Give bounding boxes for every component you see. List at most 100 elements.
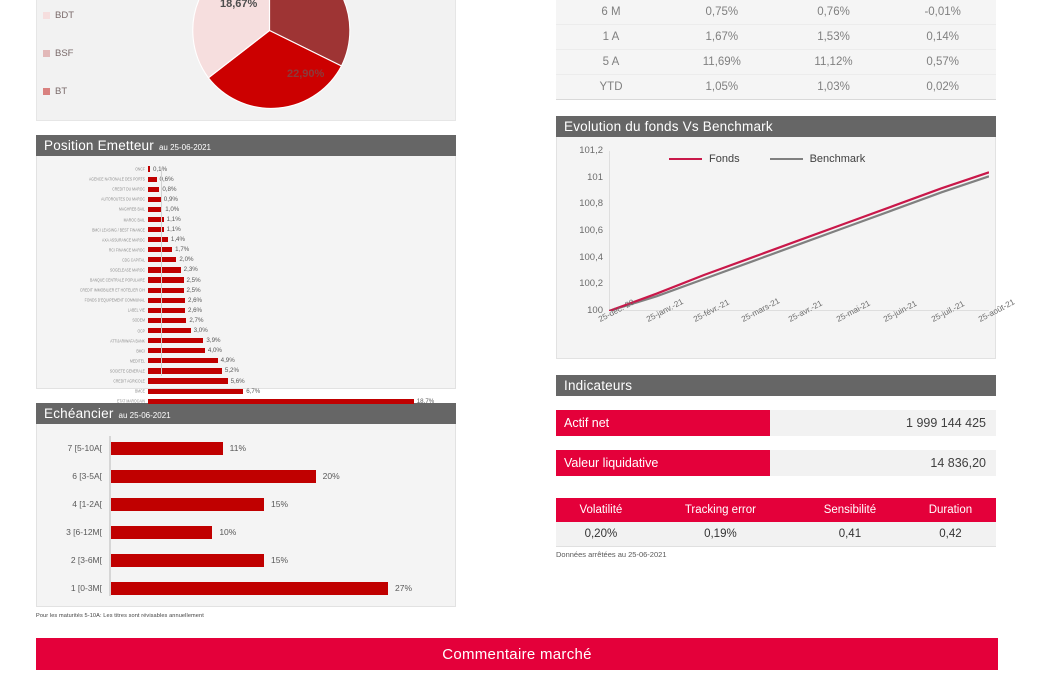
position-emetteur-subtitle: au 25-06-2021 (158, 143, 211, 152)
issuer-bar (148, 327, 191, 334)
legend-swatch-bdt (43, 11, 50, 19)
performance-table: 6 M 0,75% 0,76% -0,01% 1 A 1,67% 1,53% 0,14% 5 A… (556, 0, 996, 100)
issuer-label: FONDS D'EQUIPEMENT COMMUNAL (84, 297, 145, 303)
issuer-bar-wrap: 0,9% (148, 194, 447, 204)
pie-label-bdt: 18,67% (220, 0, 258, 10)
period-cell: 5 A (556, 49, 666, 75)
issuer-label: RCI FINANCE MAROC (108, 247, 145, 253)
issuer-bar-wrap: 2,6% (148, 305, 447, 315)
issuer-value: 0,8% (162, 185, 177, 193)
fonds-cell: 11,69% (666, 49, 778, 75)
issuer-bar (148, 166, 150, 172)
issuer-bar-wrap: 2,3% (148, 265, 447, 275)
evolution-ytick: 100,2 (579, 278, 603, 290)
issuer-bar (148, 176, 157, 182)
issuer-bar (148, 398, 414, 404)
issuer-label: BMCI LEASING / BEST FINANCE (92, 227, 145, 233)
issuer-bar (148, 216, 164, 223)
evolution-panel: Evolution du fonds Vs Benchmark Fonds Be… (556, 116, 1016, 359)
issuer-label: MAGHREB BAIL (118, 206, 145, 212)
stats-value-cell: 0,19% (645, 522, 795, 547)
issuer-label: AUTOROUTES DU MAROC (101, 196, 145, 202)
evolution-ytick: 100,4 (579, 251, 603, 263)
echeancier-bar-wrap: 15% (109, 497, 445, 511)
echeancier-label: 2 [3-6M[ (70, 555, 102, 565)
issuer-value: 2,3% (183, 266, 198, 274)
issuer-row: SODEM 2,7% (53, 315, 447, 325)
echeancier-value: 27% (395, 583, 413, 593)
stats-header-cell: Tracking error (645, 498, 795, 522)
period-cell: 6 M (556, 0, 666, 25)
issuer-row: BMCI 4,0% (53, 346, 447, 356)
indicator-row: Actif net 1 999 144 425 (556, 410, 996, 436)
position-emetteur-header: Position Emetteur au 25-06-2021 (36, 135, 456, 156)
echeancier-bar-wrap: 27% (109, 581, 445, 595)
issuer-bar (148, 227, 164, 233)
issuer-label: OCP (137, 328, 145, 334)
issuer-label: CDG CAPITAL (122, 257, 145, 263)
issuer-value: 1,0% (165, 205, 180, 213)
composition-pie-panel: BDT BSF BT (36, 0, 456, 121)
period-cell: YTD (556, 74, 666, 100)
left-column: BDT BSF BT (36, 0, 456, 619)
issuer-value: 1,4% (170, 236, 185, 244)
issuer-label: ETAT MAROCAIN (117, 398, 145, 404)
issuer-value: 0,6% (159, 175, 174, 183)
indicateurs-rows: Actif net 1 999 144 425 Valeur liquidative… (556, 410, 996, 476)
legend-label-bt: BT (55, 85, 68, 97)
issuer-bar-wrap: 1,4% (148, 235, 447, 245)
legend-line-fonds (669, 157, 702, 161)
evolution-body: Fonds Benchmark 100 100,2 100,4 100,6 100,8 1… (556, 137, 1016, 359)
benchmark-cell: 1,03% (777, 74, 890, 100)
issuer-label: BMCI (136, 348, 145, 354)
evolution-ytick: 101 (587, 171, 603, 183)
evolution-ytick: 100 (587, 305, 603, 316)
echeancier-body: 7 [5-10A[11% 6 [3-5A[20% 4 [1-2A[15% 3 [6-1… (36, 424, 456, 607)
issuer-value: 2,7% (189, 316, 204, 324)
echeancier-axis-line (109, 436, 111, 596)
issuer-value: 3,9% (206, 337, 221, 345)
issuer-value: 2,6% (187, 296, 203, 304)
issuer-bar-wrap: 1,0% (148, 204, 447, 214)
commentaire-marche-banner[interactable]: Commentaire marché (36, 638, 998, 670)
table-row: 5 A 11,69% 11,12% 0,57% (556, 49, 996, 75)
issuer-bar-wrap: 2,5% (148, 285, 447, 295)
issuer-bar (148, 388, 244, 394)
issuer-bar-wrap: 5,2% (148, 366, 447, 376)
issuer-value: 2,5% (186, 286, 201, 294)
stats-header-cell: Sensibilité (794, 498, 905, 522)
legend-line-benchmark (769, 157, 803, 161)
legend-item: BT (43, 72, 103, 110)
echeancier-bar (109, 581, 388, 595)
evolution-ytick: 101,2 (579, 145, 603, 156)
data-asof-note: Données arrêtées au 25-06-2021 (556, 550, 667, 559)
issuer-bar (148, 196, 161, 202)
evolution-chart: Fonds Benchmark 100 100,2 100,4 100,6 100,8 1… (563, 143, 1016, 354)
echeancier-bar (109, 553, 264, 567)
issuer-row: FONDS D'EQUIPEMENT COMMUNAL 2,6% (53, 295, 447, 305)
issuer-label: ONCF (135, 166, 145, 172)
issuer-label: SOGELEASE MAROC (109, 267, 145, 273)
legend-label-benchmark: Benchmark (809, 153, 866, 165)
legend-item: BSF (43, 34, 103, 72)
issuer-label: MEDITEL (129, 358, 145, 364)
ecart-cell: 0,57% (889, 49, 996, 75)
issuer-value: 5,6% (230, 377, 245, 385)
stats-value-cell: 0,20% (556, 522, 646, 547)
ecart-cell: 0,02% (889, 74, 996, 100)
issuer-label: ATTIJARIWAFA BANK (110, 338, 145, 344)
echeancier-footnote: Pour les maturités 5-10A: Les titres son… (36, 613, 204, 619)
issuer-bar (148, 287, 184, 293)
issuer-bar-wrap: 1,7% (148, 245, 447, 255)
series-line-fonds (609, 171, 989, 311)
issuer-row: CREDIT DU MAROC 0,8% (53, 184, 447, 194)
issuer-bar (148, 307, 185, 313)
issuer-chart: ONCF0,1%AGENCE NATIONALE DES PORTS0,6%CR… (53, 164, 447, 405)
echeancier-subtitle: au 25-06-2021 (118, 411, 171, 420)
echeancier-label: 7 [5-10A[ (67, 443, 103, 453)
issuer-bar-wrap: 0,8% (148, 184, 447, 194)
issuer-row: BMCI LEASING / BEST FINANCE 1,1% (53, 225, 447, 235)
issuer-bar (148, 257, 177, 263)
